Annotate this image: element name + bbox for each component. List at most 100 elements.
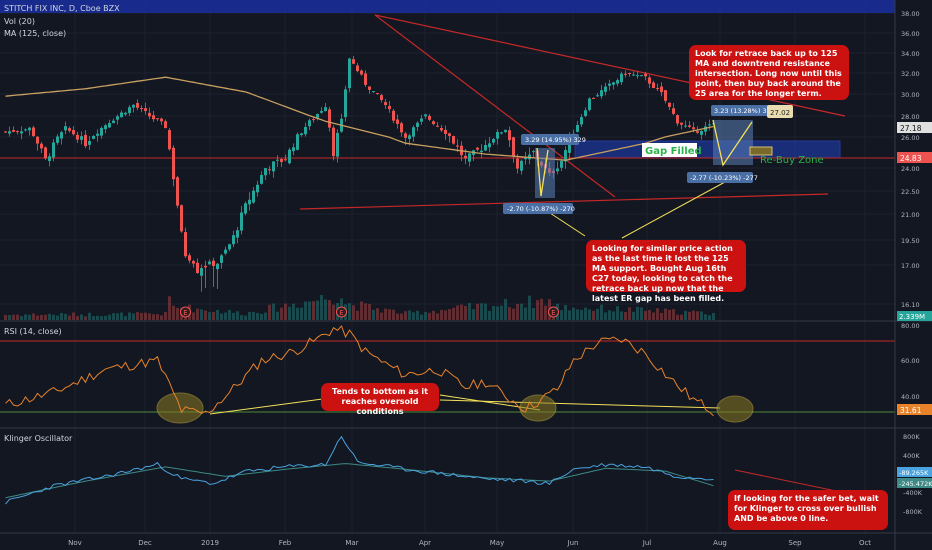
volume-bar-88 [356, 310, 359, 320]
candle-body-9 [40, 143, 43, 149]
price-tick-12: 16.10 [901, 301, 920, 309]
candle-body-7 [32, 127, 35, 137]
volume-bar-78 [316, 300, 319, 320]
time-tick-9: Aug [713, 539, 727, 547]
candle-body-140 [564, 150, 567, 162]
volume-bar-164 [660, 312, 663, 320]
volume-bar-22 [92, 316, 95, 320]
volume-bar-9 [40, 314, 43, 320]
last-price-tag: 27.18 [900, 124, 922, 133]
volume-bar-18 [76, 316, 79, 320]
candle-body-146 [588, 98, 591, 111]
price-tick-0: 38.00 [901, 10, 920, 18]
volume-bar-159 [640, 307, 643, 320]
volume-bar-145 [584, 307, 587, 320]
candle-body-119 [480, 150, 483, 153]
candle-body-65 [264, 168, 267, 176]
candle-body-144 [580, 117, 583, 125]
ma125-line [5, 76, 714, 161]
candle-body-45 [184, 232, 187, 257]
candle-body-122 [492, 138, 495, 143]
volume-bar-120 [484, 303, 487, 320]
klinger-tick-2: -400K [903, 489, 923, 497]
volume-bar-142 [572, 307, 575, 320]
volume-bar-69 [280, 307, 283, 320]
volume-bar-56 [228, 309, 231, 320]
klinger-signal-line [5, 463, 714, 499]
measure-down-1: -2.70 (-10.87%) -270 [507, 205, 575, 213]
volume-bar-155 [624, 312, 627, 320]
volume-bar-66 [268, 304, 271, 320]
volume-bar-48 [196, 308, 199, 320]
candle-body-41 [168, 130, 171, 150]
candle-body-176 [708, 124, 711, 126]
volume-bar-47 [192, 312, 195, 320]
candle-body-14 [60, 132, 63, 139]
candle-body-44 [180, 205, 183, 232]
candle-body-124 [500, 132, 503, 134]
candle-body-34 [140, 108, 143, 110]
candle-body-90 [364, 73, 367, 85]
volume-bar-133 [536, 300, 539, 320]
volume-bar-114 [460, 304, 463, 320]
candle-body-23 [96, 133, 99, 136]
volume-bar-119 [480, 303, 483, 320]
volume-bar-149 [600, 304, 603, 320]
volume-bar-95 [384, 308, 387, 320]
candle-body-13 [56, 136, 59, 143]
volume-bar-163 [656, 308, 659, 320]
candle-body-169 [680, 122, 683, 125]
candle-body-82 [332, 127, 335, 157]
candle-body-92 [372, 91, 375, 93]
price-tick-6: 26.00 [901, 134, 920, 142]
time-tick-8: Jul [642, 539, 652, 547]
candle-body-116 [468, 153, 471, 162]
candle-body-0 [4, 131, 7, 133]
candle-body-163 [656, 88, 659, 90]
candle-body-35 [144, 108, 147, 111]
candle-body-89 [360, 70, 363, 75]
volume-bar-29 [120, 312, 123, 320]
volume-bar-177 [712, 312, 715, 320]
candle-body-42 [172, 147, 175, 180]
candle-body-36 [148, 112, 151, 117]
klinger-panel-title: Klinger Oscillator [4, 434, 73, 443]
candle-body-86 [348, 58, 351, 89]
volume-bar-75 [304, 301, 307, 320]
candle-body-145 [584, 110, 587, 116]
volume-bar-127 [512, 308, 515, 320]
candle-body-101 [408, 135, 411, 140]
volume-bar-134 [540, 298, 543, 320]
rsi-panel-title: RSI (14, close) [4, 327, 62, 336]
candle-body-121 [488, 143, 491, 148]
candle-body-156 [628, 72, 631, 74]
volume-bar-122 [492, 305, 495, 320]
candle-body-6 [28, 127, 31, 131]
volume-bar-37 [152, 314, 155, 320]
volume-bar-70 [284, 303, 287, 320]
volume-bar-43 [176, 307, 179, 320]
candle-body-87 [352, 59, 355, 64]
volume-bar-175 [704, 314, 707, 320]
candle-body-93 [376, 93, 379, 95]
candle-body-130 [524, 157, 527, 160]
volume-bar-141 [568, 310, 571, 320]
candle-body-118 [476, 147, 479, 150]
candle-body-60 [244, 203, 247, 214]
candle-body-108 [436, 125, 439, 127]
candle-body-150 [604, 86, 607, 92]
volume-bar-108 [436, 313, 439, 320]
volume-bar-129 [520, 303, 523, 320]
candle-body-33 [136, 103, 139, 108]
volume-bar-62 [252, 311, 255, 320]
candle-body-81 [328, 109, 331, 128]
measure-down-1-bg [503, 203, 573, 214]
volume-bar-34 [140, 312, 143, 320]
gap-filled-bg [642, 143, 697, 157]
price-tick-10: 19.50 [901, 237, 920, 245]
candle-body-166 [668, 102, 671, 107]
candle-body-20 [84, 134, 87, 147]
volume-bar-1 [8, 315, 11, 320]
time-tick-0: Nov [68, 539, 82, 547]
volume-bar-58 [236, 311, 239, 320]
